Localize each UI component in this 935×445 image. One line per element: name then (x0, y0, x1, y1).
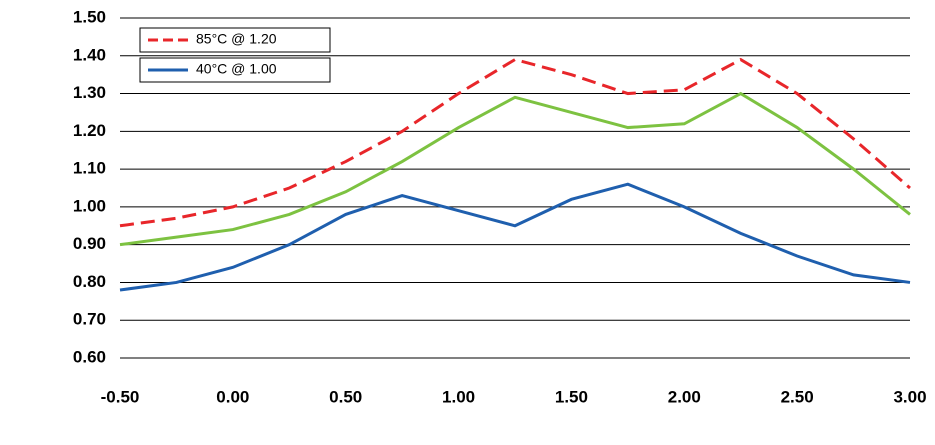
y-tick-label: 0.70 (73, 310, 106, 329)
y-tick-label: 0.60 (73, 347, 106, 366)
y-tick-label: 0.80 (73, 272, 106, 291)
x-tick-label: 0.00 (216, 387, 249, 406)
x-tick-label: 0.50 (329, 387, 362, 406)
x-tick-label: 2.50 (781, 387, 814, 406)
series-line (119, 57, 911, 228)
x-tick-label: 2.00 (668, 387, 701, 406)
y-tick-label: 1.50 (73, 7, 106, 26)
y-tick-label: 1.30 (73, 83, 106, 102)
y-tick-label: 0.90 (73, 234, 106, 253)
x-tick-label: -0.50 (101, 387, 140, 406)
y-tick-label: 1.20 (73, 121, 106, 140)
y-tick-label: 1.40 (73, 45, 106, 64)
y-tick-label: 1.00 (73, 196, 106, 215)
legend-label: 40°C @ 1.00 (196, 61, 277, 77)
x-tick-label: 1.00 (442, 387, 475, 406)
y-tick-label: 1.10 (73, 159, 106, 178)
series-line (119, 182, 911, 292)
x-tick-label: 3.00 (893, 387, 926, 406)
series-line (119, 91, 911, 247)
x-tick-label: 1.50 (555, 387, 588, 406)
legend-label: 85°C @ 1.20 (196, 31, 277, 47)
